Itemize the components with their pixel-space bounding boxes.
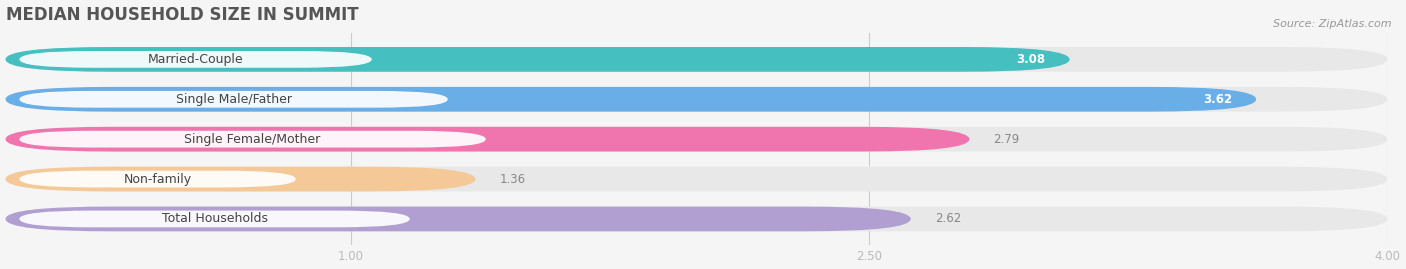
FancyBboxPatch shape [6,47,1070,72]
Text: Single Female/Mother: Single Female/Mother [184,133,321,146]
Text: 2.62: 2.62 [935,213,962,225]
FancyBboxPatch shape [6,207,1388,231]
Text: 2.79: 2.79 [994,133,1019,146]
FancyBboxPatch shape [6,167,475,192]
FancyBboxPatch shape [20,171,295,187]
FancyBboxPatch shape [6,87,1256,112]
FancyBboxPatch shape [6,127,1388,151]
FancyBboxPatch shape [6,167,1388,192]
Text: 3.08: 3.08 [1017,53,1046,66]
FancyBboxPatch shape [20,91,447,108]
Text: Married-Couple: Married-Couple [148,53,243,66]
Text: Total Households: Total Households [162,213,267,225]
FancyBboxPatch shape [6,207,911,231]
Text: 1.36: 1.36 [499,172,526,186]
FancyBboxPatch shape [6,127,969,151]
FancyBboxPatch shape [20,51,371,68]
Text: 3.62: 3.62 [1204,93,1232,106]
FancyBboxPatch shape [20,211,409,227]
FancyBboxPatch shape [6,87,1388,112]
Text: MEDIAN HOUSEHOLD SIZE IN SUMMIT: MEDIAN HOUSEHOLD SIZE IN SUMMIT [6,6,359,24]
FancyBboxPatch shape [20,131,485,147]
Text: Source: ZipAtlas.com: Source: ZipAtlas.com [1274,19,1392,29]
Text: Single Male/Father: Single Male/Father [176,93,291,106]
FancyBboxPatch shape [6,47,1388,72]
Text: Non-family: Non-family [124,172,191,186]
